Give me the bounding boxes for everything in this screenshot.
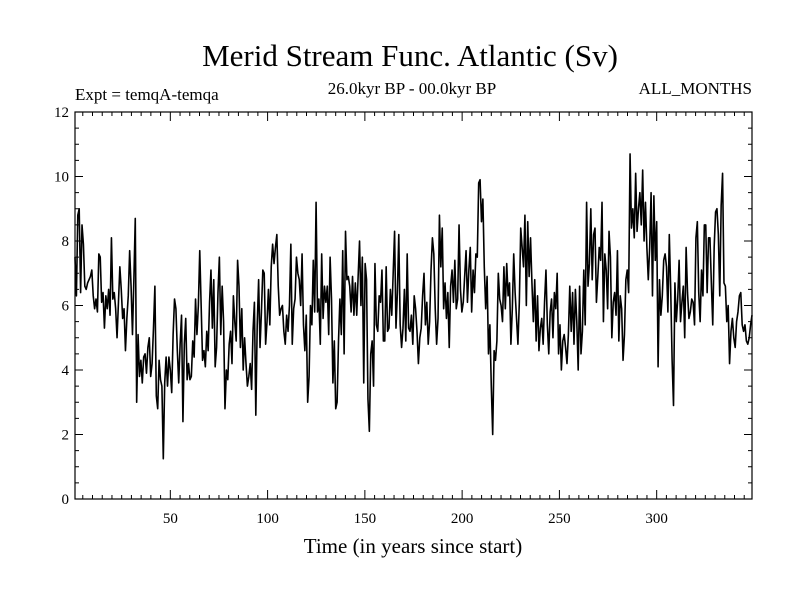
y-tick-label: 6 bbox=[62, 299, 70, 315]
y-tick-label: 10 bbox=[54, 170, 69, 186]
x-tick-label: 300 bbox=[645, 511, 668, 527]
y-tick-label: 12 bbox=[54, 105, 69, 121]
axis-tick-labels: 0 2 4 6 8 10 12 50 100 150 200 250 300 bbox=[54, 105, 668, 527]
y-tick-label: 8 bbox=[62, 234, 70, 250]
months-label: ALL_MONTHS bbox=[639, 79, 752, 98]
x-tick-label: 50 bbox=[163, 511, 178, 527]
x-tick-label: 100 bbox=[256, 511, 279, 527]
chart-title: Merid Stream Func. Atlantic (Sv) bbox=[202, 38, 618, 73]
x-axis-label: Time (in years since start) bbox=[304, 534, 523, 558]
x-tick-label: 200 bbox=[451, 511, 474, 527]
y-tick-label: 2 bbox=[62, 428, 70, 444]
period-label: 26.0kyr BP - 00.0kyr BP bbox=[328, 79, 496, 98]
x-tick-label: 250 bbox=[548, 511, 571, 527]
plot-frame bbox=[74, 111, 753, 500]
y-tick-label: 4 bbox=[62, 363, 70, 379]
experiment-label: Expt = temqA-temqa bbox=[75, 85, 219, 104]
axis-ticks bbox=[75, 111, 752, 500]
x-tick-label: 150 bbox=[354, 511, 377, 527]
series-line bbox=[74, 153, 753, 460]
y-tick-label: 0 bbox=[62, 492, 70, 508]
